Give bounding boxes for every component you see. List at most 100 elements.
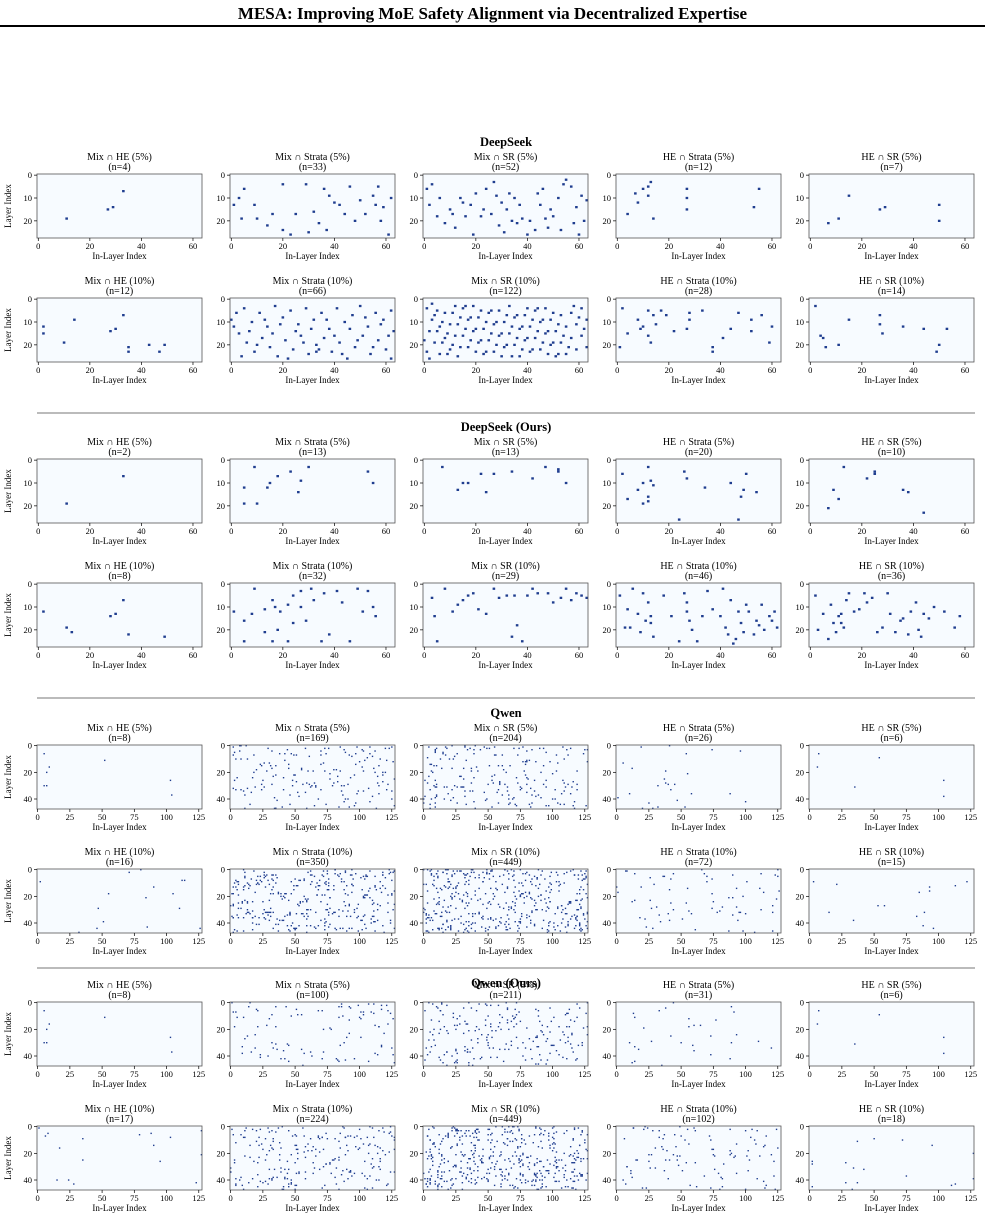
panel-count: (n=46) (685, 571, 712, 582)
heatmap-cell (433, 1143, 435, 1145)
heatmap-cell (626, 212, 629, 216)
heatmap-cell (484, 491, 488, 494)
heatmap-cell (578, 1007, 581, 1009)
y-tick-label: 20 (796, 1148, 805, 1158)
heatmap-cell (146, 926, 148, 928)
heatmap-cell (393, 890, 396, 892)
heatmap-cell (478, 1003, 480, 1005)
x-tick-label: 20 (858, 365, 867, 375)
heatmap-cell (542, 919, 545, 922)
heatmap-panel: HE ∩ SR (10%)(n=36)0 20 40 6001020In-Layer … (796, 561, 975, 670)
heatmap-cell (288, 1168, 290, 1171)
heatmap-cell (551, 341, 555, 344)
heatmap-cell (232, 610, 236, 613)
x-tick-label: 75 (130, 1069, 139, 1079)
heatmap-cell (575, 899, 577, 902)
y-tick-label: 10 (24, 193, 33, 203)
heatmap-cell (289, 233, 292, 236)
heatmap-cell (242, 619, 246, 622)
heatmap-cell (275, 1006, 277, 1008)
heatmap-cell (557, 874, 559, 876)
heatmap-cell (630, 1170, 632, 1172)
heatmap-cell (344, 893, 347, 895)
heatmap-cell (336, 781, 339, 783)
heatmap-cell (474, 1183, 476, 1185)
heatmap-cell (280, 1171, 282, 1173)
heatmap-cell (466, 1023, 469, 1025)
heatmap-panel: HE ∩ SR (10%)(n=14)0 20 40 6001020In-Layer … (796, 276, 975, 385)
x-axis-label: In-Layer Index (671, 251, 726, 261)
heatmap-cell (572, 781, 574, 783)
heatmap-cell (499, 1014, 501, 1016)
heatmap-cell (837, 217, 840, 220)
heatmap-cell (536, 877, 538, 879)
heatmap-cell (471, 1047, 474, 1049)
heatmap-cell (581, 929, 583, 931)
heatmap-cell (282, 1188, 285, 1191)
heatmap-cell (358, 1016, 361, 1019)
heatmap-cell (443, 1162, 446, 1164)
heatmap-cell (437, 1176, 439, 1179)
heatmap-cell (721, 1186, 724, 1188)
heatmap-cell (470, 898, 473, 900)
heatmap-cell (517, 1146, 519, 1148)
heatmap-cell (523, 770, 525, 772)
heatmap-cell (425, 922, 427, 924)
x-tick-label: 0 (615, 1193, 619, 1203)
heatmap-cell (360, 1011, 362, 1013)
panel-count: (n=102) (682, 1114, 714, 1125)
heatmap-cell (322, 762, 325, 764)
heatmap-cell (384, 887, 387, 890)
heatmap-cell (737, 518, 740, 521)
heatmap-cell (455, 1060, 457, 1063)
heatmap-cell (456, 870, 458, 872)
heatmap-cell (269, 765, 272, 767)
heatmap-cell (557, 802, 559, 804)
heatmap-cell (304, 1156, 307, 1159)
heatmap-cell (729, 327, 733, 330)
heatmap-cell (336, 874, 339, 876)
heatmap-cell (242, 502, 246, 505)
heatmap-cell (520, 1142, 523, 1144)
y-tick-label: 10 (410, 602, 419, 612)
heatmap-cell (663, 778, 666, 780)
heatmap-cell (518, 1162, 520, 1164)
heatmap-cell (246, 787, 249, 790)
heatmap-cell (348, 327, 352, 330)
heatmap-cell (329, 1163, 331, 1165)
heatmap-cell (537, 794, 540, 796)
heatmap-cell (569, 870, 572, 872)
heatmap-cell (532, 1040, 534, 1043)
heatmap-cell (502, 907, 505, 910)
heatmap-cell (631, 1176, 633, 1179)
heatmap-cell (430, 873, 433, 875)
heatmap-cell (542, 1166, 545, 1168)
heatmap-cell (371, 481, 375, 485)
heatmap-cell (423, 339, 426, 342)
heatmap-cell (122, 190, 125, 193)
heatmap-cell (536, 192, 540, 195)
heatmap-cell (491, 870, 493, 872)
heatmap-cell (685, 902, 688, 904)
heatmap-cell (495, 1126, 497, 1128)
heatmap-cell (465, 927, 467, 930)
heatmap-cell (553, 1164, 555, 1167)
heatmap-cell (477, 1166, 479, 1168)
heatmap-cell (464, 877, 466, 879)
heatmap-cell (729, 481, 733, 485)
heatmap-cell (471, 233, 475, 236)
heatmap-cell (271, 1014, 273, 1016)
heatmap-cell (557, 1166, 559, 1168)
heatmap-cell (477, 608, 480, 611)
heatmap-cell (307, 915, 309, 918)
heatmap-cell (492, 1151, 495, 1153)
heatmap-cell (585, 870, 587, 872)
heatmap-cell (272, 911, 274, 914)
heatmap-cell (706, 875, 708, 878)
heatmap-cell (661, 1146, 663, 1148)
heatmap-cell (428, 1128, 430, 1131)
x-tick-label: 75 (130, 1193, 139, 1203)
heatmap-cell (434, 806, 436, 808)
heatmap-cell (299, 879, 302, 882)
